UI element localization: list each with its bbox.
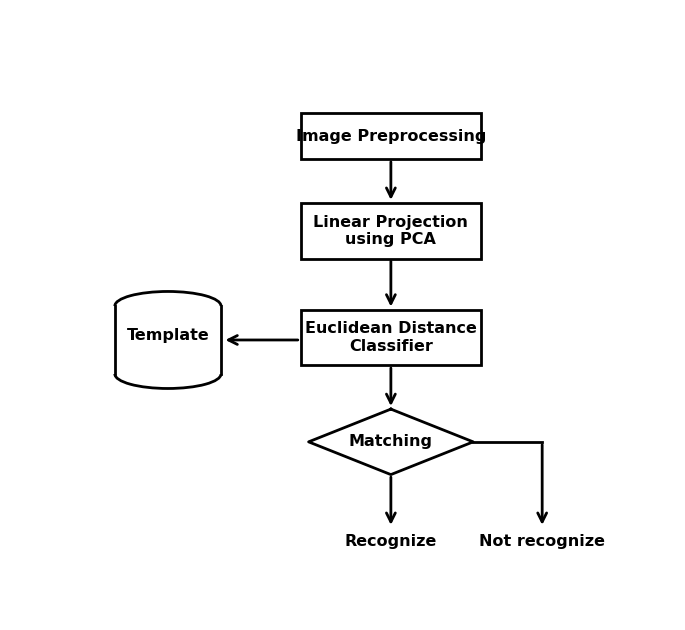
Bar [301, 113, 481, 159]
Text: Euclidean Distance
Classifier: Euclidean Distance Classifier [305, 321, 477, 354]
Bar [301, 203, 481, 259]
Bar [112, 306, 223, 374]
Text: Recognize: Recognize [345, 534, 437, 549]
Text: Image Preprocessing: Image Preprocessing [296, 129, 486, 144]
Text: Linear Projection
using PCA: Linear Projection using PCA [314, 215, 469, 247]
Polygon shape [308, 409, 473, 474]
Ellipse shape [115, 359, 221, 389]
Bar [115, 306, 221, 374]
Ellipse shape [115, 292, 221, 321]
Text: Matching: Matching [349, 434, 433, 449]
Bar [301, 310, 481, 365]
Text: Not recognize: Not recognize [479, 534, 605, 549]
Text: Template: Template [127, 328, 210, 343]
